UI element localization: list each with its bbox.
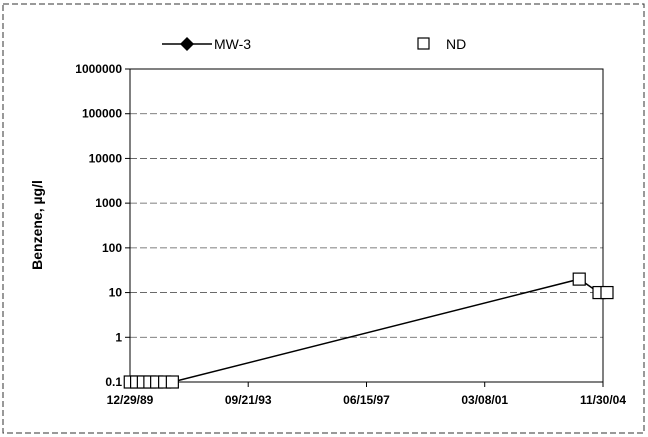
y-axis: 0.1 1 10 100 1000 10000 100000 1000000: [75, 62, 130, 389]
legend-square-marker: [417, 37, 430, 50]
y-tick-label: 10: [109, 286, 123, 300]
nd-marker: [572, 272, 586, 286]
x-axis: 12/29/89 09/21/93 06/15/97 03/08/01 11/30/04: [107, 382, 626, 407]
nd-marker: [165, 375, 179, 389]
y-tick-label: 1000000: [75, 62, 122, 76]
chart-border: [2, 3, 645, 434]
y-axis-title: Benzene, µg/l: [29, 180, 45, 270]
series-line: [130, 278, 607, 383]
y-tick-label: 1000: [95, 196, 122, 210]
grid: [130, 113, 603, 338]
legend-label-nd: ND: [446, 36, 466, 52]
legend-label-mw-3: MW-3: [214, 36, 251, 52]
y-tick-label: 10000: [89, 151, 123, 165]
plot-area: [129, 68, 604, 383]
y-tick-label: 100000: [82, 107, 122, 121]
y-tick-label: 1: [115, 330, 122, 344]
y-tick-label: 100: [102, 241, 122, 255]
nd-marker: [600, 285, 614, 300]
legend-diamond-marker: [180, 37, 194, 51]
x-tick-label: 11/30/04: [580, 393, 626, 407]
legend: MW-3 ND: [162, 36, 466, 52]
series-mw-3: [123, 272, 614, 389]
x-tick-label: 03/08/01: [461, 393, 508, 407]
x-tick-label: 06/15/97: [343, 393, 390, 407]
y-tick-label: 0.1: [105, 375, 122, 389]
x-tick-label: 09/21/93: [225, 393, 272, 407]
x-tick-label: 12/29/89: [107, 393, 154, 407]
